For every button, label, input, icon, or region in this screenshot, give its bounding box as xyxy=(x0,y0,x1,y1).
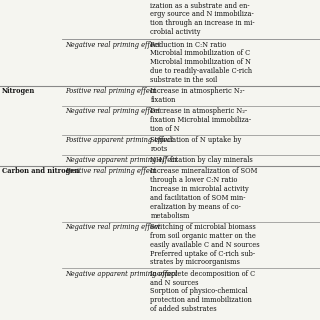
Text: due to readily-available C-rich: due to readily-available C-rich xyxy=(150,67,252,75)
Text: Sorption of physico-chemical: Sorption of physico-chemical xyxy=(150,287,248,295)
Text: tion through an increase in mi-: tion through an increase in mi- xyxy=(150,20,255,28)
Text: ergy source and N immobiliza-: ergy source and N immobiliza- xyxy=(150,11,254,19)
Text: Increase in microbial activity: Increase in microbial activity xyxy=(150,185,249,193)
Text: eralization by means of co-: eralization by means of co- xyxy=(150,203,241,211)
Text: protection and immobilization: protection and immobilization xyxy=(150,296,252,304)
Text: through a lower C:N ratio: through a lower C:N ratio xyxy=(150,176,238,184)
Text: tion of N: tion of N xyxy=(150,125,180,133)
Text: ization as a substrate and en-: ization as a substrate and en- xyxy=(150,2,250,10)
Text: from soil organic matter on the: from soil organic matter on the xyxy=(150,232,256,240)
Text: Decrease in atmospheric N₂-: Decrease in atmospheric N₂- xyxy=(150,107,248,115)
Text: fixation: fixation xyxy=(150,96,176,104)
Text: Preferred uptake of C-rich sub-: Preferred uptake of C-rich sub- xyxy=(150,250,256,258)
Text: metabolism: metabolism xyxy=(150,212,190,220)
Text: easily available C and N sources: easily available C and N sources xyxy=(150,241,260,249)
Text: Negative real priming effect: Negative real priming effect xyxy=(65,223,160,231)
Text: Positive apparent priming effect: Positive apparent priming effect xyxy=(65,136,173,144)
Text: strates by microorganisms: strates by microorganisms xyxy=(150,259,240,267)
Text: Microbial immobilization of N: Microbial immobilization of N xyxy=(150,58,252,66)
Text: crobial activity: crobial activity xyxy=(150,28,201,36)
Text: and N sources: and N sources xyxy=(150,278,199,286)
Text: and facilitation of SOM min-: and facilitation of SOM min- xyxy=(150,194,246,202)
Text: Reduction in C:N ratio: Reduction in C:N ratio xyxy=(150,41,227,49)
Text: Positive real priming effect: Positive real priming effect xyxy=(65,167,156,175)
Text: Carbon and nitrogen: Carbon and nitrogen xyxy=(2,167,79,175)
Text: Incomplete decomposition of C: Incomplete decomposition of C xyxy=(150,270,256,278)
Text: Nitrogen: Nitrogen xyxy=(2,87,35,95)
Text: Increase mineralization of SOM: Increase mineralization of SOM xyxy=(150,167,258,175)
Text: Negative real priming effect: Negative real priming effect xyxy=(65,107,160,115)
Text: Negative apparent priming effect: Negative apparent priming effect xyxy=(65,156,178,164)
Text: Switching of microbial biomass: Switching of microbial biomass xyxy=(150,223,256,231)
Text: Negative real priming effect: Negative real priming effect xyxy=(65,41,160,49)
Text: substrate in the soil: substrate in the soil xyxy=(150,76,218,84)
Text: Increase in atmospheric N₂-: Increase in atmospheric N₂- xyxy=(150,87,245,95)
Text: Negative apparent priming effect: Negative apparent priming effect xyxy=(65,270,178,278)
Text: Stimulation of N uptake by: Stimulation of N uptake by xyxy=(150,136,242,144)
Text: of added substrates: of added substrates xyxy=(150,305,217,313)
Text: Positive real priming effect: Positive real priming effect xyxy=(65,87,156,95)
Text: roots: roots xyxy=(150,145,168,153)
Text: fixation Microbial immobiliza-: fixation Microbial immobiliza- xyxy=(150,116,252,124)
Text: NH₄⁺ fixation by clay minerals: NH₄⁺ fixation by clay minerals xyxy=(150,156,253,164)
Text: Microbial immobilization of C: Microbial immobilization of C xyxy=(150,49,251,57)
